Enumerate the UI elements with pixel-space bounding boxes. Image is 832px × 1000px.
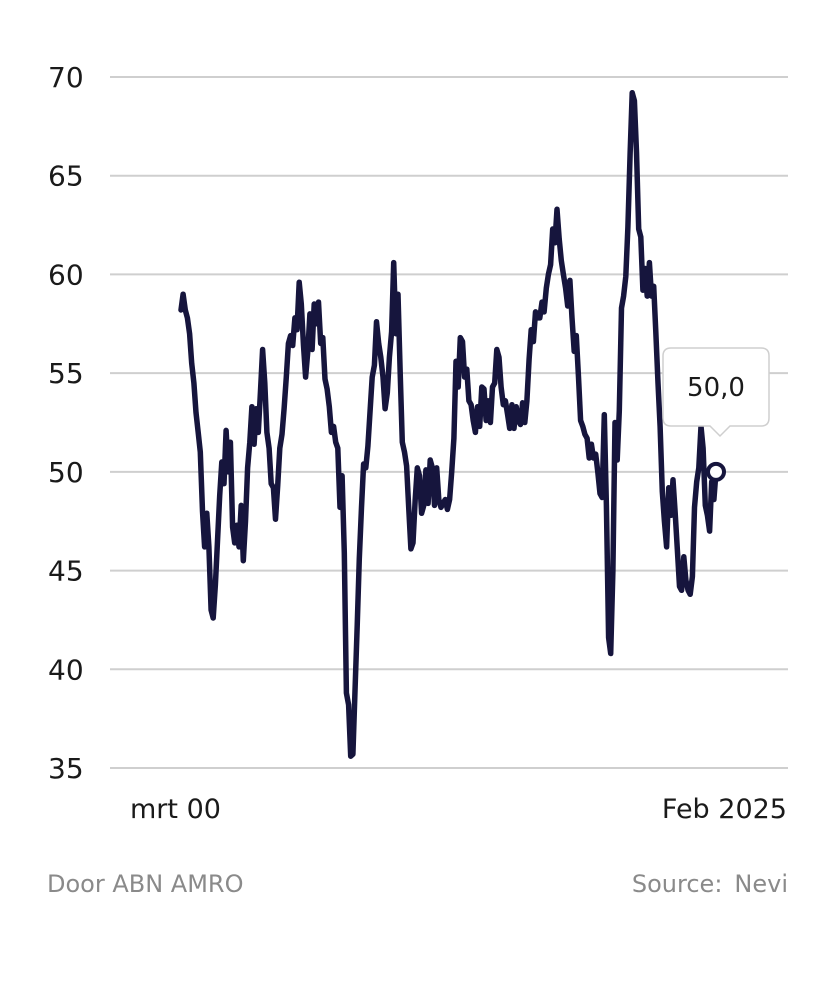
tooltip-label: 50,0 (687, 373, 745, 403)
y-tick-label-65: 65 (48, 160, 84, 193)
source-label: Source: (631, 870, 723, 898)
y-tick-label-70: 70 (48, 61, 84, 94)
last-value-marker[interactable] (706, 461, 726, 482)
y-tick-label-45: 45 (48, 555, 84, 588)
y-tick-label-60: 60 (48, 258, 84, 291)
y-tick-label-55: 55 (48, 357, 84, 390)
tooltip: 50,0 (662, 347, 770, 438)
line-chart: 35 40 45 50 55 60 65 70 mrt 00 Feb 2025 50,0 (48, 61, 788, 825)
series-line (178, 90, 719, 759)
y-axis-tick-labels: 35 40 45 50 55 60 65 70 (48, 61, 84, 785)
tooltip-box (662, 347, 770, 438)
source-value: Nevi (734, 870, 788, 898)
y-tick-label-40: 40 (48, 653, 84, 686)
x-axis-end-label: Feb 2025 (662, 794, 787, 825)
x-axis-start-label: mrt 00 (130, 794, 221, 825)
y-tick-label-50: 50 (48, 456, 84, 489)
credit-text: Door ABN AMRO (47, 870, 244, 898)
y-tick-label-35: 35 (48, 752, 84, 785)
source-note: Source: Nevi (632, 870, 788, 898)
